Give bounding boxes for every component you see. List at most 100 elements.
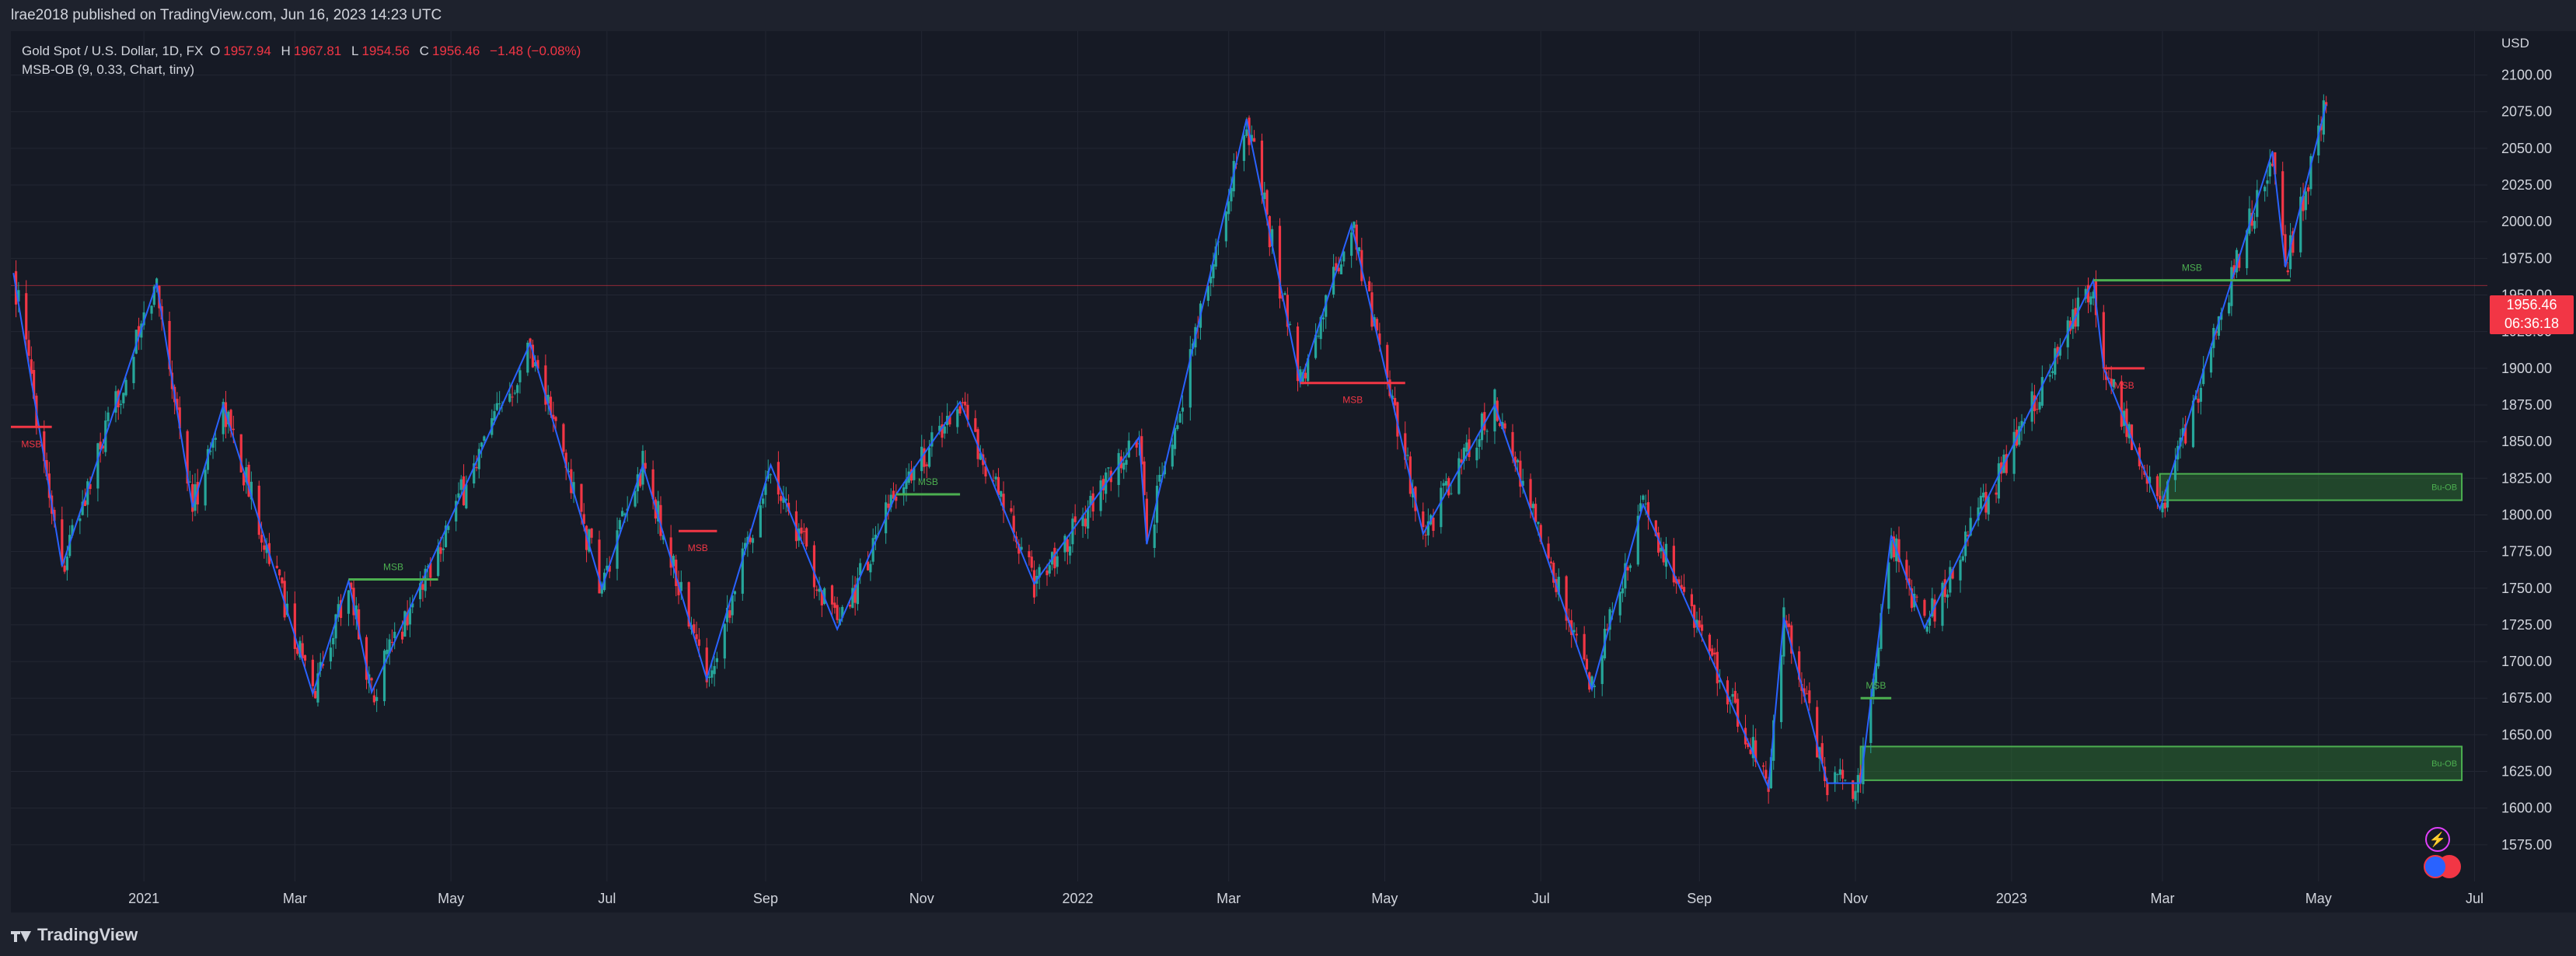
candle-body: [2248, 208, 2251, 234]
candle-body: [920, 446, 923, 472]
candle-body: [2209, 347, 2213, 373]
candle-body: [1125, 459, 1128, 465]
candle-body: [447, 525, 450, 530]
candle-body: [2235, 249, 2239, 273]
candle-body: [1020, 546, 1023, 550]
indicator-label[interactable]: MSB-OB (9, 0.33, Chart, tiny): [22, 62, 195, 77]
candle-body: [2084, 288, 2087, 299]
candle-body: [222, 402, 225, 434]
candle-body: [1339, 264, 1343, 274]
candle-body: [1995, 492, 1998, 495]
candle-body: [526, 342, 529, 373]
candle-body: [979, 453, 983, 460]
candle-body: [86, 481, 89, 505]
candle-body: [836, 605, 839, 620]
candle-body: [227, 411, 230, 425]
candle-body: [1475, 447, 1478, 461]
candle-body: [1321, 317, 1325, 319]
candle-body: [659, 504, 662, 536]
candle-body: [296, 647, 299, 654]
candle-body: [437, 545, 440, 576]
candle-body: [1424, 534, 1427, 536]
candle-body: [2284, 234, 2287, 267]
candle-body: [887, 503, 890, 508]
candle-body: [2184, 424, 2187, 444]
candle-body: [1519, 460, 1522, 487]
candle-body: [257, 485, 260, 536]
chart-area[interactable]: [11, 31, 2487, 881]
candle-body: [997, 476, 1000, 495]
candle-body: [475, 466, 478, 469]
candle-body: [316, 673, 319, 703]
currency-label[interactable]: USD: [2501, 36, 2529, 51]
zigzag-line: [12, 104, 2327, 791]
candle-body: [439, 547, 442, 554]
candle-body: [2271, 163, 2274, 166]
price-tick-label: 1625.00: [2501, 764, 2552, 780]
axis-labels-layer: 1575.00 1600.00 1625.00 1650.00 1675.00 1700.…: [128, 68, 2552, 906]
candle-body: [2058, 347, 2061, 356]
candle-body: [707, 676, 711, 679]
time-tick-label: Sep: [753, 891, 778, 906]
candle-body: [1053, 547, 1056, 569]
candle-body: [2145, 475, 2148, 484]
candle-body: [1176, 425, 1179, 429]
candle-body: [687, 582, 690, 627]
candle-body: [1636, 515, 1639, 565]
candle-body: [588, 529, 591, 552]
candle-body: [2107, 378, 2110, 379]
candle-body: [1910, 588, 1914, 609]
candle-body: [1549, 561, 1552, 563]
candle-body: [388, 639, 391, 654]
msb-label: MSB: [918, 476, 938, 487]
candle-body: [2086, 284, 2090, 303]
candle-body: [1798, 651, 1801, 680]
candle-body: [168, 320, 171, 370]
candle-body: [830, 585, 834, 605]
candle-body: [1457, 458, 1461, 494]
tradingview-logo[interactable]: TradingView: [11, 925, 138, 945]
candle-body: [2102, 312, 2105, 369]
candle-body: [358, 609, 361, 640]
candle-body: [459, 479, 462, 490]
candle-body: [2253, 221, 2257, 229]
price-axis[interactable]: [2487, 31, 2576, 912]
candle-body: [2012, 431, 2016, 474]
candle-body: [65, 557, 69, 570]
candle-body: [1460, 459, 1463, 463]
time-tick-label: Sep: [1687, 891, 1712, 906]
lightning-icon[interactable]: ⚡: [2425, 827, 2450, 852]
candle-body: [1923, 599, 1926, 616]
candle-body: [948, 415, 951, 425]
time-tick-label: May: [2305, 891, 2332, 906]
candle-body: [27, 340, 30, 356]
candle-body: [96, 443, 99, 489]
chart-legend[interactable]: Gold Spot / U.S. Dollar, 1D, FX O 1957.94…: [22, 42, 584, 79]
candle-body: [339, 600, 343, 619]
candle-body: [1677, 579, 1681, 584]
candle-body: [1751, 737, 1754, 759]
candle-body: [938, 425, 941, 431]
time-tick-label: Jul: [2466, 891, 2484, 906]
price-tick-label: 1700.00: [2501, 654, 2552, 669]
candle-body: [1117, 452, 1120, 485]
flag-icon[interactable]: [2424, 855, 2461, 878]
candle-body: [693, 624, 696, 633]
candle-body: [802, 531, 805, 532]
time-axis[interactable]: [11, 881, 2487, 912]
candle-body: [705, 647, 708, 682]
candle-body: [495, 403, 498, 410]
candle-body: [2072, 309, 2075, 330]
candle-body: [869, 563, 872, 573]
candle-body: [1547, 543, 1550, 559]
msb-label: MSB: [1342, 395, 1363, 406]
candle-body: [2048, 375, 2051, 377]
candle-body: [1805, 693, 1809, 695]
candle-body: [2268, 162, 2271, 177]
candle-body: [465, 484, 468, 508]
candle-body: [1224, 211, 1227, 242]
candle-body: [1931, 598, 1934, 617]
msb-label: MSB: [2114, 380, 2134, 391]
candle-body: [1357, 247, 1361, 252]
